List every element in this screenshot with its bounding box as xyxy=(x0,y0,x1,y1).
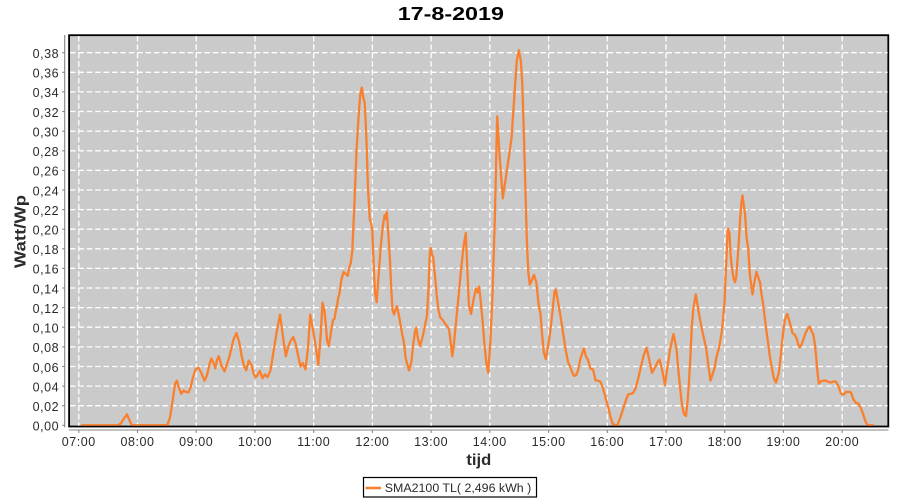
svg-text:0,08: 0,08 xyxy=(33,341,60,355)
svg-text:17:00: 17:00 xyxy=(649,435,683,449)
svg-text:07:00: 07:00 xyxy=(62,435,96,449)
svg-text:0,06: 0,06 xyxy=(33,361,60,375)
svg-text:Watt/Wp: Watt/Wp xyxy=(11,195,30,268)
svg-text:0,28: 0,28 xyxy=(33,145,60,159)
svg-text:09:00: 09:00 xyxy=(179,435,213,449)
svg-text:0,32: 0,32 xyxy=(33,106,60,120)
svg-text:0,26: 0,26 xyxy=(33,165,60,179)
svg-text:17-8-2019: 17-8-2019 xyxy=(398,4,504,24)
svg-text:12:00: 12:00 xyxy=(355,435,389,449)
svg-text:08:00: 08:00 xyxy=(120,435,154,449)
svg-text:0,30: 0,30 xyxy=(33,126,60,140)
svg-text:14:00: 14:00 xyxy=(473,435,507,449)
svg-text:0,24: 0,24 xyxy=(33,184,60,198)
svg-text:0,18: 0,18 xyxy=(33,243,60,257)
svg-text:0,00: 0,00 xyxy=(33,420,60,434)
svg-text:11:00: 11:00 xyxy=(297,435,330,449)
svg-text:15:00: 15:00 xyxy=(532,435,566,449)
svg-text:tijd: tijd xyxy=(466,451,491,468)
svg-text:0,36: 0,36 xyxy=(33,67,60,81)
svg-text:18:00: 18:00 xyxy=(708,435,742,449)
svg-text:0,16: 0,16 xyxy=(33,263,60,277)
svg-text:0,02: 0,02 xyxy=(33,400,60,414)
svg-text:0,20: 0,20 xyxy=(33,224,60,238)
svg-text:0,10: 0,10 xyxy=(33,322,60,336)
svg-text:0,04: 0,04 xyxy=(33,380,60,394)
svg-text:0,38: 0,38 xyxy=(33,47,60,61)
svg-text:16:00: 16:00 xyxy=(590,435,624,449)
svg-text:19:00: 19:00 xyxy=(766,435,800,449)
svg-text:0,12: 0,12 xyxy=(33,302,60,316)
svg-text:10:00: 10:00 xyxy=(238,435,272,449)
svg-text:0,22: 0,22 xyxy=(33,204,60,218)
svg-text:SMA2100 TL( 2,496 kWh ): SMA2100 TL( 2,496 kWh ) xyxy=(385,481,531,495)
svg-text:0,34: 0,34 xyxy=(33,86,60,100)
svg-text:13:00: 13:00 xyxy=(414,435,448,449)
svg-text:0,14: 0,14 xyxy=(33,282,60,296)
svg-text:20:00: 20:00 xyxy=(825,435,859,449)
